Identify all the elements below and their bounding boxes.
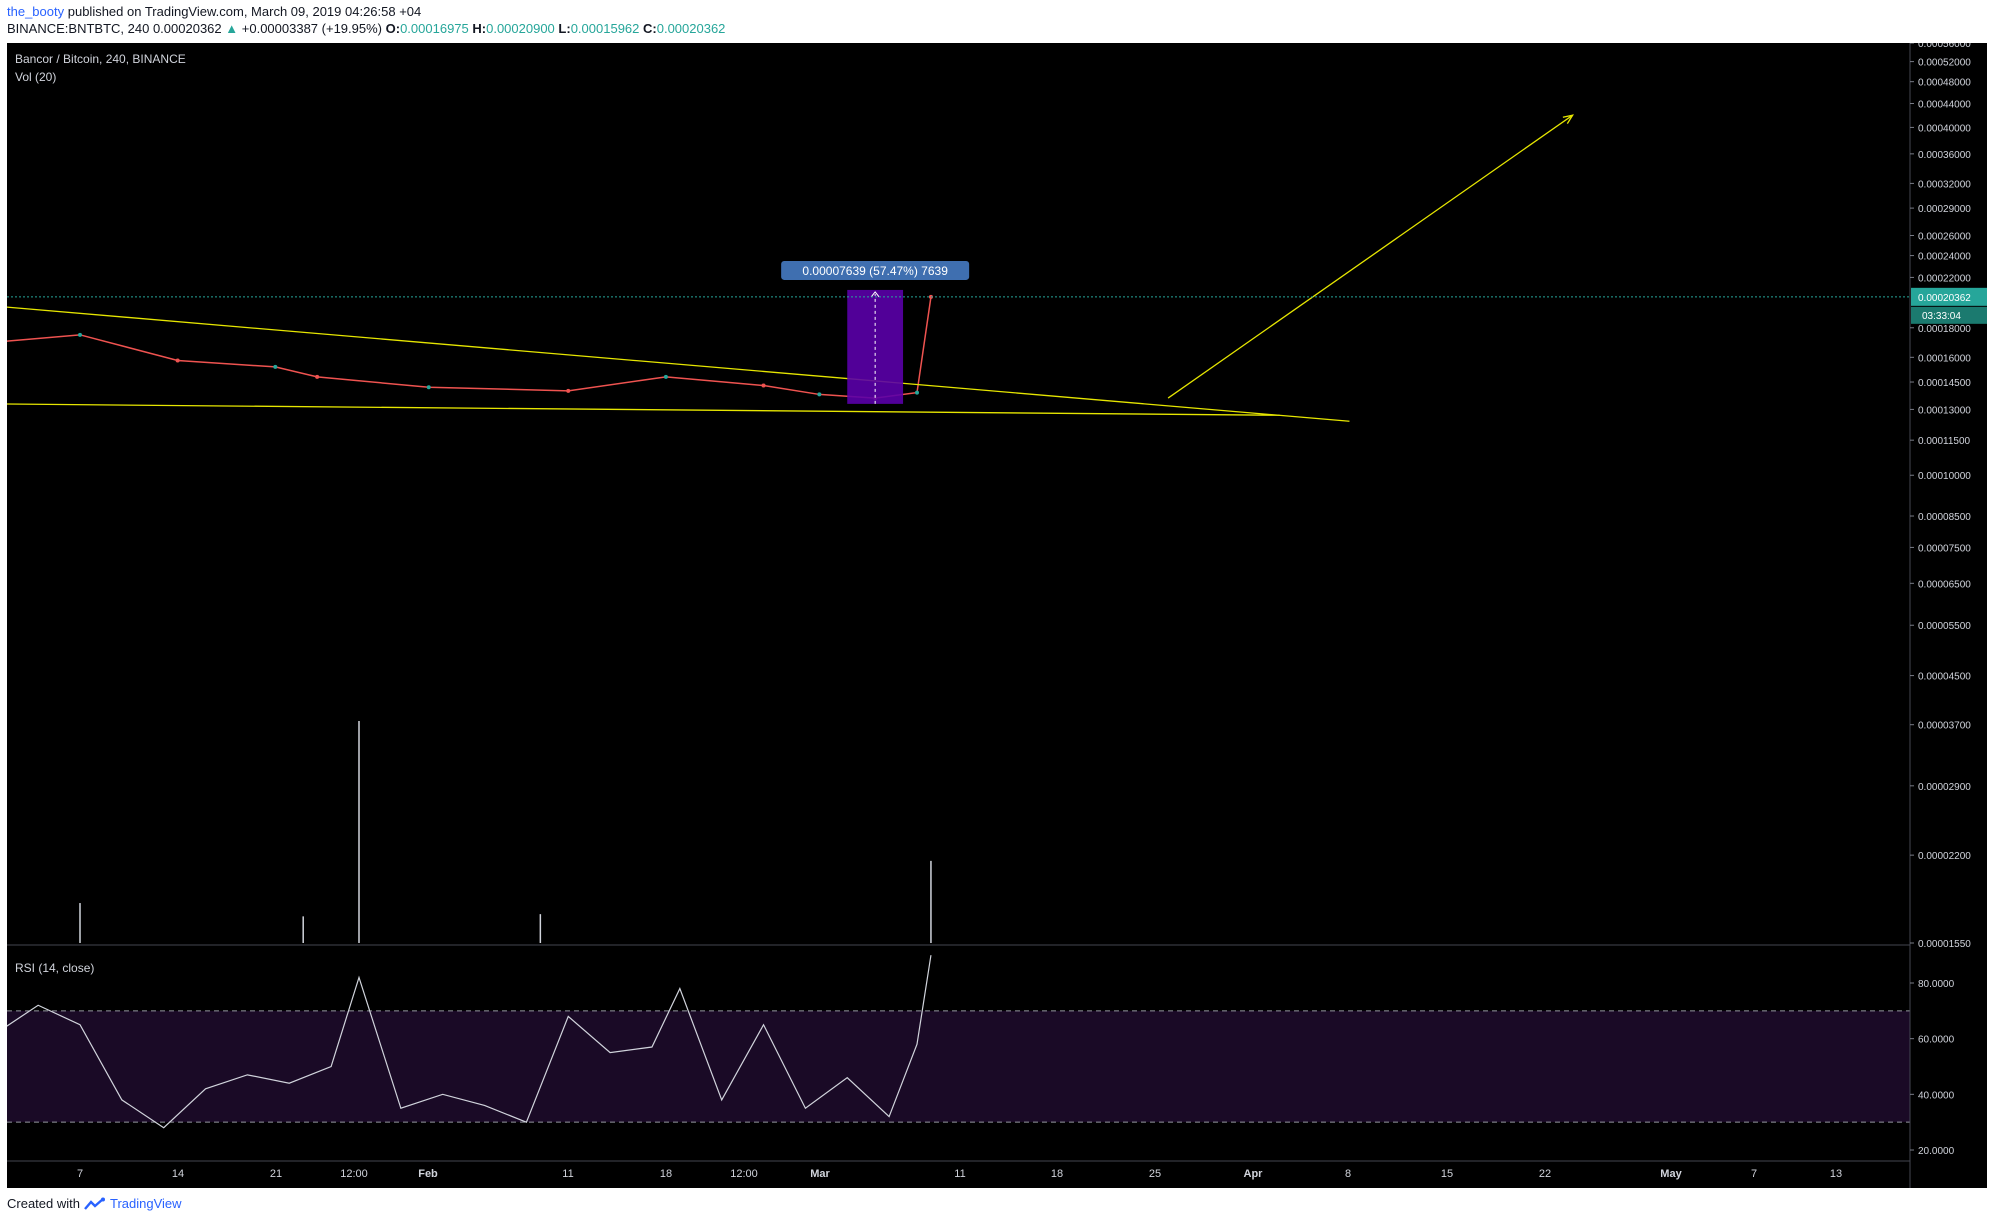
- price-point: [78, 332, 82, 337]
- measure-label-bg: [781, 260, 970, 280]
- time-axis-label: May: [1660, 1168, 1682, 1180]
- price-axis-label: 0.00018000: [1918, 324, 1971, 335]
- price-axis-label: 0.00005500: [1918, 621, 1971, 632]
- price-axis-label: 0.00040000: [1918, 123, 1971, 134]
- price-axis-label: 0.00001550: [1918, 939, 1971, 950]
- measure-label: 0.00007639 (57.47%) 7639: [802, 264, 948, 278]
- price-axis-label: 0.00006500: [1918, 579, 1971, 590]
- time-axis-label: 25: [1149, 1168, 1161, 1180]
- time-axis-label: 11: [562, 1168, 573, 1180]
- pane-title: Bancor / Bitcoin, 240, BINANCE: [15, 52, 186, 66]
- trendline: [1167, 114, 1574, 399]
- trendline: [7, 306, 1350, 422]
- time-axis-label: 7: [77, 1168, 83, 1180]
- time-axis-label: 15: [1441, 1168, 1453, 1180]
- price-axis-label: 0.00004500: [1918, 672, 1971, 683]
- published-text: published on TradingView.com, March 09, …: [67, 4, 422, 19]
- time-axis-label: 11: [954, 1168, 965, 1180]
- close-label: C:: [643, 21, 657, 36]
- time-axis-label: 18: [660, 1168, 672, 1180]
- low-label: L:: [558, 21, 571, 36]
- price-axis-label: 0.00016000: [1918, 353, 1971, 364]
- rsi-axis-label: 80.0000: [1918, 979, 1955, 990]
- price-line: [7, 296, 932, 399]
- price-axis-label: 0.00048000: [1918, 78, 1971, 89]
- tradingview-logo-icon: [84, 1197, 105, 1210]
- last-price-tag: [1911, 287, 1987, 306]
- price-axis-label: 0.00013000: [1918, 405, 1971, 416]
- time-axis-label: Feb: [418, 1168, 438, 1180]
- time-axis-label: 21: [270, 1168, 282, 1180]
- price-point: [315, 374, 320, 379]
- price-axis-label: 0.00022000: [1918, 273, 1971, 284]
- rsi-axis-label: 40.0000: [1918, 1090, 1955, 1101]
- author-link[interactable]: the_booty: [7, 4, 65, 19]
- price-point: [426, 385, 431, 390]
- countdown-tag-text: 03:33:04: [1922, 311, 1961, 322]
- symbol-info-line: BINANCE:BNTBTC, 240 0.00020362 ▲ +0.0000…: [7, 21, 725, 36]
- time-axis-label: 13: [1830, 1168, 1842, 1180]
- price-axis-label: 0.00003700: [1918, 721, 1971, 732]
- chart-canvas[interactable]: 0.00007639 (57.47%) 7639 0.00020362 03:33:…: [7, 43, 1987, 1188]
- price-point: [566, 388, 571, 393]
- high-label: H:: [472, 21, 487, 36]
- measure-arrow-head: [870, 291, 880, 298]
- volume-label: Vol (20): [15, 70, 57, 84]
- created-with-text: Created with: [7, 1196, 80, 1211]
- rsi-band: [7, 1010, 1910, 1123]
- price-axis-label: 0.00002200: [1918, 851, 1971, 862]
- publish-info: the_booty published on TradingView.com, …: [7, 4, 421, 19]
- price-axis-label: 0.00011500: [1918, 436, 1971, 447]
- price-axis-label: 0.00024000: [1918, 252, 1971, 263]
- open-value: 0.00016975: [400, 21, 469, 36]
- time-axis-label: 7: [1751, 1168, 1757, 1180]
- rsi-axis-label: 60.0000: [1918, 1035, 1955, 1046]
- price-point: [273, 364, 278, 369]
- low-value: 0.00015962: [570, 21, 640, 36]
- close-value: 0.00020362: [656, 21, 726, 36]
- time-axis-label: 12:00: [730, 1168, 758, 1180]
- price-axis-label: 0.00010000: [1918, 471, 1971, 482]
- time-axis-label: 22: [1539, 1168, 1551, 1180]
- price-axis-label: 0.00007500: [1918, 543, 1971, 554]
- price-axis-label: 0.00029000: [1918, 204, 1971, 215]
- trendline: [7, 403, 1280, 416]
- price-axis-label: 0.00056000: [1918, 43, 1971, 50]
- price-axis-label: 0.00032000: [1918, 179, 1971, 190]
- price-point: [915, 390, 919, 395]
- price-axis-label: 0.00036000: [1918, 150, 1971, 161]
- tradingview-brand-link[interactable]: TradingView: [109, 1196, 182, 1211]
- time-axis-label: 14: [172, 1168, 184, 1180]
- price-change: +0.00003387 (+19.95%): [241, 21, 382, 36]
- price-point: [817, 392, 822, 397]
- open-label: O:: [385, 21, 401, 36]
- time-axis-label: 12:00: [340, 1168, 368, 1180]
- trendline-arrowhead: [1562, 114, 1575, 124]
- rsi-axis-label: 20.0000: [1918, 1146, 1955, 1157]
- last-price: 0.00020362: [152, 21, 222, 36]
- time-axis-label: 8: [1345, 1168, 1351, 1180]
- time-axis-label: Mar: [810, 1168, 830, 1180]
- time-axis-label: 18: [1051, 1168, 1063, 1180]
- price-axis-label: 0.00002900: [1918, 782, 1971, 793]
- price-point: [761, 383, 766, 388]
- price-point: [175, 358, 180, 363]
- price-axis-label: 0.00044000: [1918, 100, 1971, 111]
- countdown-tag: [1911, 306, 1987, 324]
- price-point: [663, 374, 668, 379]
- price-axis-label: 0.00014500: [1918, 378, 1971, 389]
- price-axis-label: 0.00052000: [1918, 58, 1971, 69]
- high-value: 0.00020900: [486, 21, 555, 36]
- price-axis-label: 0.00008500: [1918, 512, 1971, 523]
- up-arrow-icon: ▲: [225, 21, 239, 36]
- price-axis-label: 0.00026000: [1918, 232, 1971, 243]
- price-point: [928, 294, 933, 299]
- chart-area[interactable]: 0.00007639 (57.47%) 7639 0.00020362 03:33:…: [7, 43, 1987, 1188]
- last-price-tag-text: 0.00020362: [1918, 293, 1971, 304]
- footer: Created with TradingView: [7, 1196, 182, 1211]
- rsi-line: [7, 955, 932, 1129]
- symbol-label: BINANCE:BNTBTC, 240: [7, 21, 150, 36]
- rsi-label: RSI (14, close): [15, 961, 95, 975]
- time-axis-label: Apr: [1244, 1168, 1264, 1180]
